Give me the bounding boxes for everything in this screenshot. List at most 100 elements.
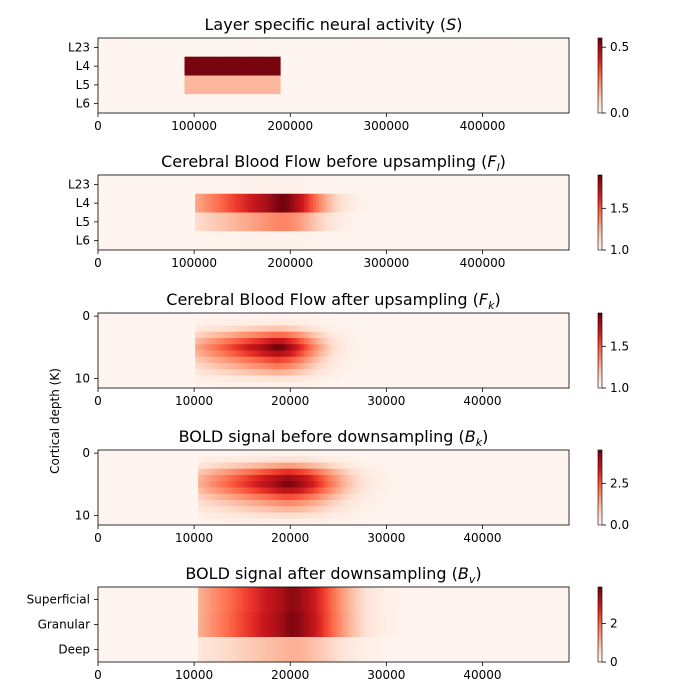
heatmap-cell: [240, 38, 242, 58]
heatmap-cell: [538, 94, 540, 114]
heatmap-cell: [389, 450, 393, 457]
heatmap-cell: [200, 56, 203, 76]
heatmap-cell: [545, 325, 549, 333]
heatmap-cell: [395, 56, 397, 76]
heatmap-cell: [560, 369, 564, 376]
x-tick-label: 100000: [171, 119, 217, 133]
heatmap-cell: [298, 375, 302, 383]
heatmap-cell: [318, 94, 320, 114]
heatmap-cell: [486, 369, 491, 376]
heatmap-cell: [153, 356, 158, 364]
heatmap-cell: [103, 94, 106, 114]
heatmap-cell: [114, 94, 116, 114]
heatmap-cell: [159, 331, 164, 339]
heatmap-cell: [112, 344, 117, 351]
heatmap-cell: [560, 319, 564, 326]
heatmap-cell: [425, 56, 428, 76]
heatmap-cell: [383, 375, 388, 383]
heatmap-cell: [385, 56, 387, 76]
heatmap-cell: [368, 319, 373, 326]
heatmap-cell: [465, 94, 467, 114]
heatmap-cell: [534, 75, 536, 95]
heatmap-cell: [532, 94, 535, 114]
heatmap-cell: [313, 38, 315, 58]
heatmap-cell: [289, 350, 293, 358]
heatmap-cell: [162, 338, 167, 345]
heatmap-cell: [420, 94, 422, 114]
heatmap-cell: [551, 344, 555, 351]
heatmap-cell: [209, 56, 212, 76]
heatmap-cell: [139, 381, 143, 389]
heatmap-cell: [333, 313, 338, 320]
heatmap-cell: [225, 94, 228, 114]
heatmap-cell: [385, 38, 387, 58]
heatmap-cell: [274, 313, 279, 320]
heatmap-cell: [336, 231, 340, 251]
heatmap-cell: [427, 338, 432, 345]
heatmap-cell: [550, 56, 553, 76]
heatmap-cell: [292, 193, 296, 213]
heatmap-cell: [133, 350, 137, 358]
heatmap-cell: [272, 56, 275, 76]
heatmap-cell: [543, 75, 545, 95]
heatmap-cell: [410, 38, 412, 58]
heatmap-cell: [112, 231, 117, 251]
heatmap-cell: [445, 175, 449, 195]
heatmap-cell: [425, 38, 428, 58]
heatmap-cell: [121, 350, 126, 358]
heatmap-cell: [448, 344, 452, 351]
heatmap-cell: [227, 462, 232, 470]
heatmap-cell: [307, 375, 311, 383]
heatmap-cell: [348, 313, 352, 320]
heatmap-cell: [460, 325, 464, 333]
heatmap-cell: [233, 175, 237, 195]
heatmap-cell: [227, 450, 232, 457]
heatmap-cell: [560, 356, 564, 364]
heatmap-cell: [284, 94, 287, 114]
heatmap-cell: [295, 338, 299, 345]
heatmap-cell: [442, 375, 446, 383]
heatmap-cell: [147, 75, 150, 95]
heatmap-cell: [248, 369, 252, 376]
heatmap-cell: [162, 231, 167, 251]
heatmap-cell: [137, 38, 139, 58]
heatmap-cell: [121, 381, 126, 389]
heatmap-cell: [377, 344, 382, 351]
heatmap-cell: [272, 38, 275, 58]
heatmap-cell: [381, 56, 384, 76]
heatmap-cell: [145, 313, 149, 320]
heatmap-cell: [339, 193, 343, 213]
heatmap-cell: [345, 325, 349, 333]
heatmap-cell: [230, 356, 235, 364]
heatmap-cell: [245, 450, 249, 457]
heatmap-cell: [548, 175, 552, 195]
heatmap-cell: [177, 38, 180, 58]
heatmap-cell: [224, 462, 229, 470]
heatmap-cell: [270, 94, 272, 114]
heatmap-cell: [183, 344, 187, 351]
heatmap-cell: [364, 38, 366, 58]
heatmap-cell: [566, 325, 570, 333]
heatmap-cell: [439, 350, 444, 358]
heatmap-cell: [537, 56, 539, 76]
heatmap-cell: [286, 375, 290, 383]
heatmap-cell: [153, 175, 158, 195]
heatmap-cell: [296, 75, 298, 95]
heatmap-cell: [421, 193, 426, 213]
heatmap-cell: [423, 38, 426, 58]
heatmap-cell: [492, 381, 496, 389]
heatmap-cell: [177, 344, 182, 351]
heatmap-cell: [563, 363, 567, 370]
heatmap-cell: [187, 38, 189, 58]
heatmap-cell: [439, 319, 444, 326]
heatmap-cell: [148, 462, 152, 470]
heatmap-cell: [186, 450, 190, 457]
heatmap-cell: [539, 38, 541, 58]
heatmap-cell: [348, 356, 352, 364]
heatmap-cell: [468, 193, 473, 213]
heatmap-cell: [271, 193, 276, 213]
heatmap-cell: [392, 369, 396, 376]
heatmap-cell: [212, 356, 217, 364]
heatmap-cell: [293, 94, 295, 114]
heatmap-cell: [467, 94, 469, 114]
